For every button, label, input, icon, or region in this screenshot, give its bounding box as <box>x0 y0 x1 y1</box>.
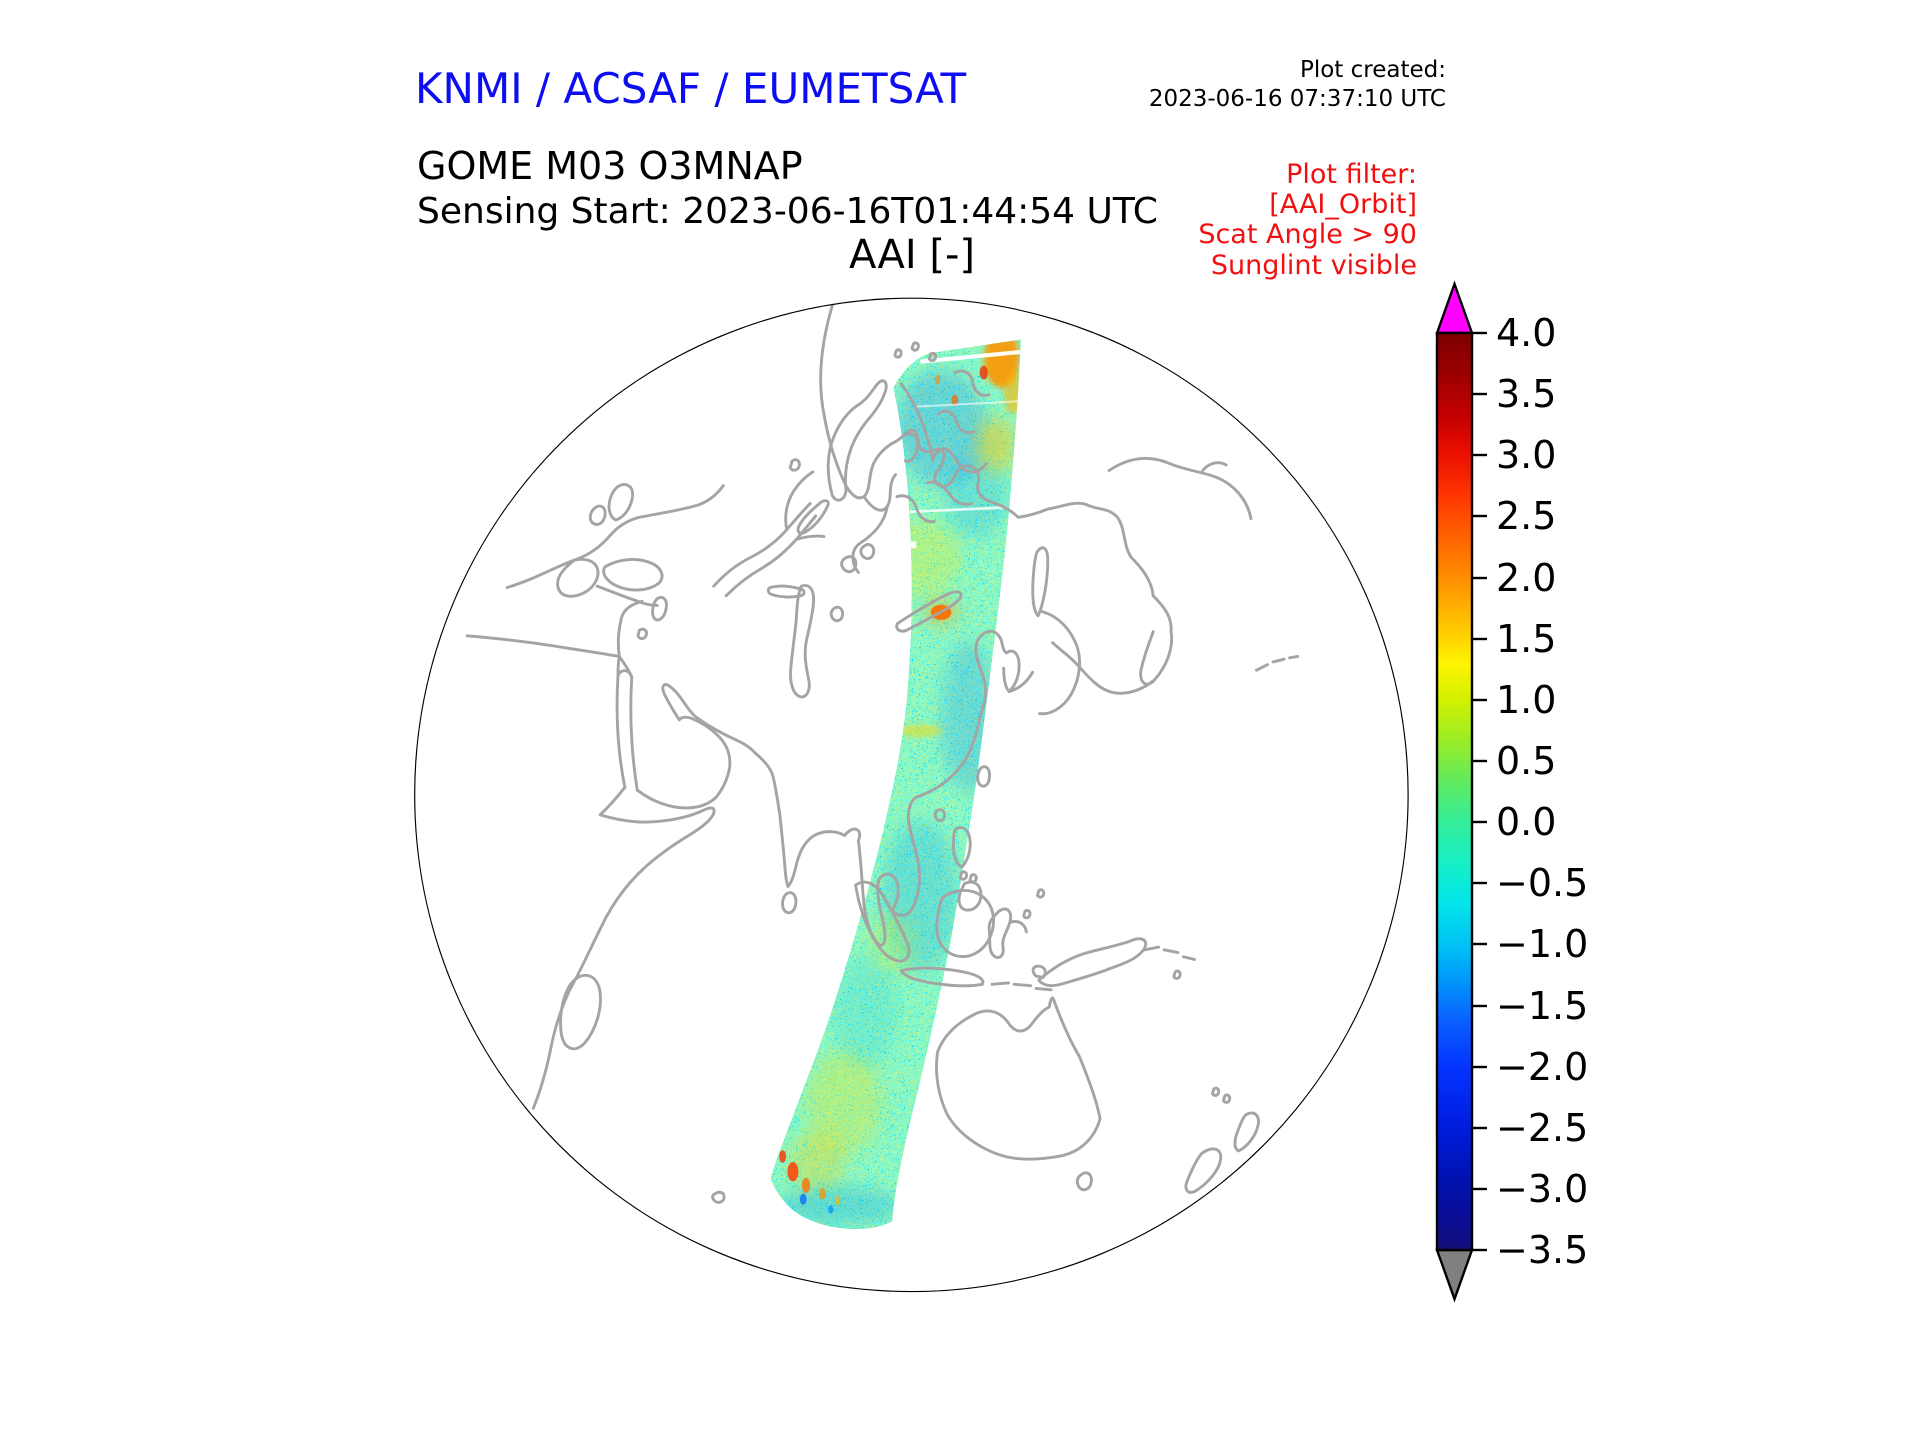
colorbar-gradient <box>1435 331 1474 1252</box>
colorbar-tick-label: 1.0 <box>1496 678 1557 722</box>
missing-scanline <box>920 349 1021 364</box>
coastline-levant-anatolia <box>616 599 644 679</box>
colorbar-tick-label: −3.5 <box>1496 1228 1589 1272</box>
colorbar-tick-label: 3.0 <box>1496 433 1557 477</box>
colorbar-tick-label: 3.5 <box>1496 372 1557 416</box>
colorbar-over-arrow <box>1435 280 1474 335</box>
coastline-arabia <box>635 683 732 810</box>
globe-map <box>414 297 1409 1293</box>
colorbar-tick-label: 2.5 <box>1496 494 1557 538</box>
plot-filter-line: Sunglint visible <box>1210 249 1417 281</box>
coastline-aral <box>829 605 845 623</box>
coastline-fiji <box>1210 1086 1232 1104</box>
coastline-taiwan <box>976 765 991 788</box>
plot-filter-line: Scat Angle > 90 <box>1198 219 1417 251</box>
coastline-iran-makran <box>696 716 758 755</box>
product-title: GOME M03 O3MNAP <box>417 144 803 188</box>
coastline-novaya-zemlya <box>796 379 888 535</box>
aai-swath <box>770 339 1021 1229</box>
coastline-australia <box>935 996 1102 1161</box>
coastline-north-africa <box>465 584 659 658</box>
sensing-start-line: Sensing Start: 2023-06-16T01:44:54 UTC <box>417 191 1158 232</box>
colorbar-tick-label: 1.5 <box>1496 617 1557 661</box>
coastline-ladoga-onega <box>840 543 876 574</box>
colorbar-tick-label: −0.5 <box>1496 861 1589 905</box>
coastline-lesser-sunda <box>990 888 1053 992</box>
colorbar-tick-label: −2.0 <box>1496 1045 1589 1089</box>
map-title: AAI [-] <box>849 232 975 278</box>
coastline-italy <box>651 596 668 622</box>
coastline-bothnia-baltic <box>712 470 898 598</box>
coastline-caspian <box>789 584 816 699</box>
coastline-europe-atlantic <box>505 484 725 589</box>
colorbar-tick-label: 0.0 <box>1496 800 1557 844</box>
coastline-sumatra <box>854 880 911 963</box>
plot-filter-block: Plot filter: [AAI_Orbit] Scat Angle > 90… <box>1100 159 1417 281</box>
coastline-aleutians <box>1255 654 1300 672</box>
coastline-tasmania <box>1075 1171 1093 1192</box>
organisation-title: KNMI / ACSAF / EUMETSAT <box>415 64 967 113</box>
colorbar-tick-label: −2.5 <box>1496 1106 1589 1150</box>
arctic-orange-patch <box>983 339 1020 388</box>
coastlines <box>465 297 1300 1204</box>
coastline-balkhash <box>766 584 806 599</box>
coastline-sakhalin <box>1031 546 1050 618</box>
colorbar-tick-label: −1.5 <box>1496 984 1589 1028</box>
plot-filter-title: Plot filter: <box>1286 159 1417 190</box>
coastline-new-zealand <box>1184 1111 1260 1194</box>
coastline-baikal <box>895 590 963 633</box>
coastline-sulawesi <box>987 907 1028 959</box>
colorbar-tick-label: 4.0 <box>1496 311 1557 355</box>
coastline-red-sea <box>615 669 639 792</box>
coastline-east-africa <box>531 785 716 1110</box>
coastline-sri-lanka <box>781 891 798 915</box>
coastline-alaska <box>1107 457 1253 521</box>
coastline-solomon <box>1143 945 1196 980</box>
coastline-java <box>899 966 985 988</box>
colorbar-under-arrow <box>1435 1248 1474 1303</box>
coastline-ireland <box>588 504 607 526</box>
colorbar-tick-marks <box>1472 331 1487 1252</box>
coastline-philippines <box>951 826 983 912</box>
coastline-arctic-islands <box>788 341 938 472</box>
plot-filter-line: [AAI_Orbit] <box>1269 189 1417 221</box>
coastline-india-china <box>754 629 1035 947</box>
coastline-madagascar <box>559 974 602 1051</box>
colorbar <box>1435 280 1487 1303</box>
coastline-japan <box>1038 610 1082 716</box>
plot-created-label: Plot created: <box>1299 57 1446 83</box>
colorbar-tick-label: 2.0 <box>1496 556 1557 600</box>
colorbar-tick-label: 0.5 <box>1496 739 1557 783</box>
coastline-black-sea <box>602 558 664 592</box>
colorbar-tick-label: −3.0 <box>1496 1167 1589 1211</box>
colorbar-tick-label: −1.0 <box>1496 922 1589 966</box>
coastline-britain <box>607 483 634 522</box>
coastline-iberia <box>556 557 600 598</box>
coastline-kara-archipelago <box>895 369 991 524</box>
coastline-kerguelen <box>711 1190 726 1204</box>
coastline-hainan <box>933 808 946 823</box>
plot-created-time: 2023-06-16 07:37:10 UTC <box>1148 85 1446 112</box>
plot-created-block: Plot created: 2023-06-16 07:37:10 UTC <box>1040 56 1446 114</box>
coastline-cyprus <box>636 627 648 640</box>
coastline-new-guinea <box>1031 937 1148 988</box>
coastline-kamchatka-okhotsk <box>1051 630 1174 695</box>
coastline-borneo <box>935 888 995 958</box>
